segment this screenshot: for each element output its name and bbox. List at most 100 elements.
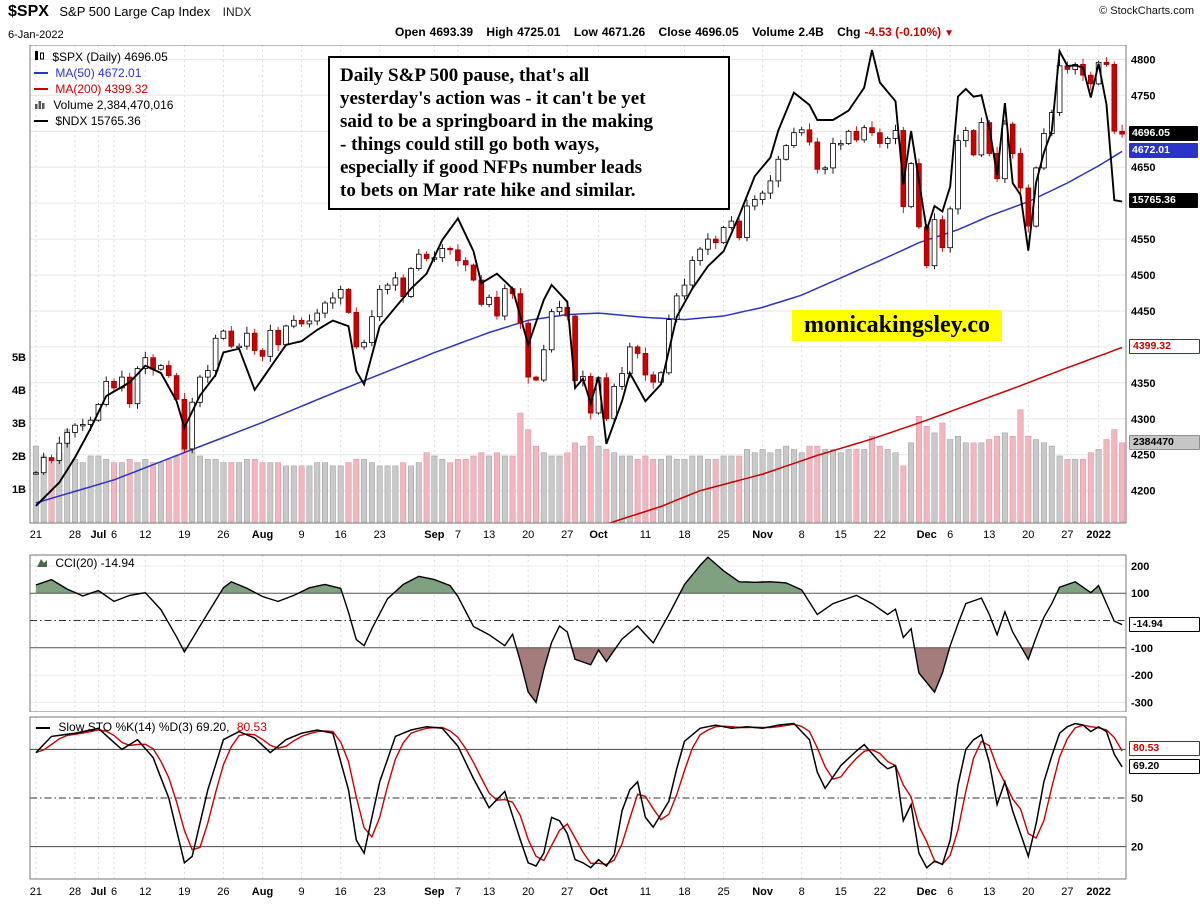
volume-icon <box>34 97 46 113</box>
annotation-line: especially if good NFPs number leads <box>340 157 643 178</box>
open-value: 4693.39 <box>429 25 474 39</box>
svg-text:Nov: Nov <box>752 529 774 541</box>
svg-text:26: 26 <box>217 886 229 898</box>
svg-text:Dec: Dec <box>917 886 937 898</box>
svg-text:2022: 2022 <box>1086 886 1110 898</box>
symbol-ticker: $SPX <box>8 3 49 20</box>
svg-text:1B: 1B <box>12 484 26 496</box>
sto-k-line <box>35 722 1123 869</box>
exchange-label: INDX <box>222 5 252 19</box>
svg-text:100: 100 <box>1131 588 1149 600</box>
annotation-box: Daily S&P 500 pause, that's all yesterda… <box>328 56 730 210</box>
quote-row: 6-Jan-2022 Open 4693.39 High 4725.01 Low 46… <box>8 25 1194 42</box>
close-label: Close <box>658 25 692 39</box>
svg-text:Dec: Dec <box>917 529 937 541</box>
svg-text:Jul: Jul <box>90 886 106 898</box>
annotation-line: said to be a springboard in the making <box>340 111 654 132</box>
last-price-badge: 4696.05 <box>1129 126 1198 141</box>
svg-text:27: 27 <box>1061 886 1073 898</box>
svg-text:200: 200 <box>1131 561 1149 573</box>
svg-text:19: 19 <box>178 886 190 898</box>
index-name: S&P 500 Large Cap Index <box>59 4 211 19</box>
svg-text:Oct: Oct <box>589 529 608 541</box>
svg-text:13: 13 <box>483 529 495 541</box>
svg-text:16: 16 <box>335 529 347 541</box>
legend-ma50: MA(50) 4672.01 <box>55 65 142 80</box>
annotation-line: yesterday's action was - it can't be yet <box>340 88 646 109</box>
svg-text:6: 6 <box>111 529 117 541</box>
ma200-line <box>607 346 1123 523</box>
price-panel-border <box>29 45 1127 524</box>
svg-text:Sep: Sep <box>424 886 444 898</box>
volume-value-badge: 2384470 <box>1129 435 1200 450</box>
cci-panel-border <box>29 554 1127 712</box>
candlesticks <box>33 57 1125 475</box>
svg-text:8: 8 <box>799 886 805 898</box>
ndx-value-badge: 15765.36 <box>1129 193 1198 208</box>
svg-text:25: 25 <box>717 529 729 541</box>
watermark-label: monicakingsley.co <box>792 310 1003 341</box>
cci-oversold-fill <box>182 647 1033 703</box>
close-value: 4696.05 <box>695 25 739 39</box>
svg-text:Nov: Nov <box>752 886 774 898</box>
svg-text:18: 18 <box>678 529 690 541</box>
svg-text:-100: -100 <box>1131 643 1153 655</box>
svg-text:Aug: Aug <box>252 886 273 898</box>
legend-ndx: $NDX 15765.36 <box>55 113 141 128</box>
svg-text:11: 11 <box>640 886 651 898</box>
cci-value-badge: -14.94 <box>1129 617 1200 632</box>
sto-d-line <box>35 723 1123 866</box>
ma50-line-swatch <box>34 71 48 74</box>
chart-header: $SPX S&P 500 Large Cap Index INDX © Stoc… <box>8 3 1194 23</box>
volume-label: Volume <box>751 25 795 39</box>
svg-text:23: 23 <box>374 886 386 898</box>
ndx-line <box>35 47 1123 507</box>
svg-text:6: 6 <box>947 886 953 898</box>
svg-text:4350: 4350 <box>1131 378 1155 390</box>
svg-text:-300: -300 <box>1131 697 1153 709</box>
svg-text:Jul: Jul <box>90 529 106 541</box>
open-label: Open <box>395 25 426 39</box>
annotation-line: to bets on Mar rate hike and similar. <box>340 180 636 201</box>
svg-text:4650: 4650 <box>1131 162 1155 174</box>
svg-text:4250: 4250 <box>1131 450 1155 462</box>
price-axis-labels: 4800 4750 4650 4550 4500 4450 4350 4300 4250 4200… <box>12 54 1156 541</box>
change-value: -4.53 (-0.10%) <box>864 25 942 39</box>
stockcharts-copyright: © StockCharts.com <box>1099 5 1194 17</box>
svg-text:16: 16 <box>335 886 347 898</box>
legend-spx: $SPX (Daily) 4696.05 <box>52 49 168 64</box>
svg-text:4200: 4200 <box>1131 486 1155 498</box>
cci-overbought-fill <box>35 557 1123 594</box>
low-value: 4671.26 <box>601 25 646 39</box>
svg-text:8: 8 <box>799 529 805 541</box>
svg-text:28: 28 <box>69 886 81 898</box>
svg-text:2B: 2B <box>12 451 26 463</box>
volume-bars <box>32 409 1126 523</box>
svg-text:3B: 3B <box>12 418 26 430</box>
svg-text:-200: -200 <box>1131 670 1153 682</box>
cci-axis-labels: 200 100 -100 -200 -300 <box>1131 561 1153 710</box>
svg-text:Sep: Sep <box>424 529 444 541</box>
sto-axis-labels: 50 20 21 28 Jul 6 12 19 26 Aug 9 16 23 Sep 7 13 20 27 Oct 1… <box>30 793 1143 898</box>
svg-text:Aug: Aug <box>252 529 273 541</box>
svg-text:4550: 4550 <box>1131 234 1155 246</box>
svg-text:5B: 5B <box>12 352 26 364</box>
svg-text:13: 13 <box>483 886 495 898</box>
svg-text:7: 7 <box>455 529 461 541</box>
area-chart-icon <box>36 557 48 571</box>
ma200-line-swatch <box>34 87 48 90</box>
quote-date: 6-Jan-2022 <box>8 29 64 41</box>
svg-text:20: 20 <box>1022 529 1034 541</box>
low-label: Low <box>573 25 598 39</box>
svg-text:28: 28 <box>69 529 81 541</box>
svg-text:20: 20 <box>1131 842 1143 854</box>
svg-text:50: 50 <box>1131 793 1143 805</box>
svg-text:9: 9 <box>299 529 305 541</box>
cci-legend-text: CCI(20) -14.94 <box>55 556 135 570</box>
stochastic-panel: 50 20 21 28 Jul 6 12 19 26 Aug 9 16 23 Sep 7 13 20 27 Oct 1… <box>29 716 1143 898</box>
volume-value: 2.4B <box>798 25 824 39</box>
svg-text:4B: 4B <box>12 385 26 397</box>
svg-text:26: 26 <box>217 529 229 541</box>
legend-ma200: MA(200) 4399.32 <box>55 81 149 96</box>
